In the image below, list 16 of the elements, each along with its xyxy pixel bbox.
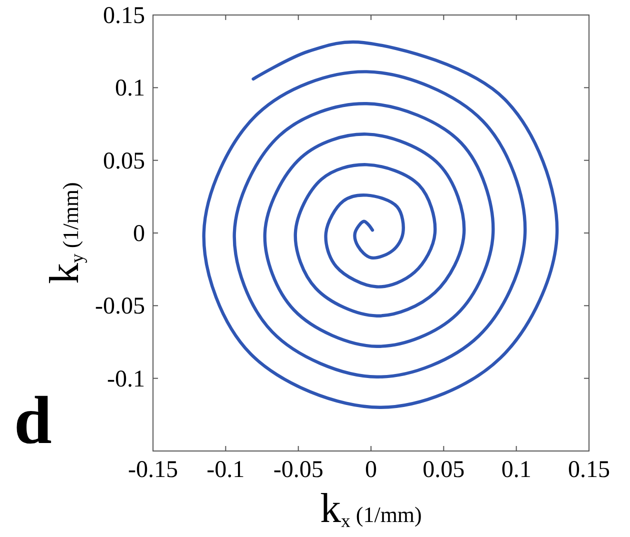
- y-tick-label: 0.05: [103, 148, 145, 174]
- x-tick-label: 0.05: [422, 457, 465, 483]
- text: d: [14, 382, 52, 458]
- x-tick-label: 0.1: [501, 457, 532, 483]
- x-tick-label: -0.05: [273, 457, 324, 483]
- y-tick-label: -0.1: [107, 366, 145, 392]
- line-series: [202, 41, 559, 409]
- y-tick-label: 0.15: [103, 3, 145, 29]
- y-tick-label: 0: [133, 221, 145, 247]
- x-axis-title: k$_{x}$ (1/mm): [320, 486, 422, 532]
- x-tick-label: 0.15: [568, 457, 610, 483]
- x-tick-label: -0.15: [128, 457, 178, 483]
- x-tick-label: -0.1: [206, 457, 245, 483]
- y-tick-label: -0.05: [95, 294, 145, 320]
- x-tick-label: 0: [365, 457, 377, 483]
- y-tick-label: 0.1: [115, 76, 145, 102]
